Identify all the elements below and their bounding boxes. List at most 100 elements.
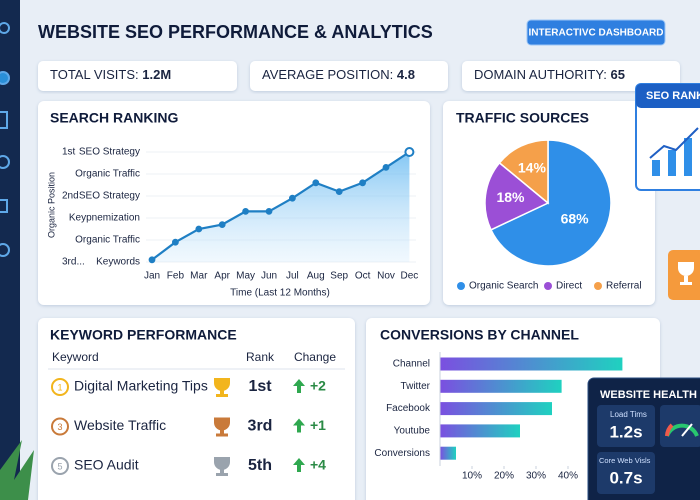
x-tick-label: Feb xyxy=(167,271,185,282)
trophy-icon xyxy=(214,457,230,476)
mini-chart xyxy=(649,127,699,176)
badge-number: 5 xyxy=(57,461,62,471)
x-tick-label: 30% xyxy=(526,471,546,482)
up-arrow xyxy=(293,458,305,472)
x-tick-label: Mar xyxy=(190,271,208,282)
y-tick-label: Organic Traffic xyxy=(75,169,140,180)
table-header: Change xyxy=(294,350,336,364)
y-tick-label: SEO Strategy xyxy=(79,147,140,158)
y-tick-label: Conversions xyxy=(374,448,430,459)
keyword-panel xyxy=(38,318,355,500)
badge-number: 1 xyxy=(57,382,62,392)
rank-label: 3rd... xyxy=(62,257,85,268)
x-axis-label: Time (Last 12 Months) xyxy=(230,288,330,299)
metric-box xyxy=(597,405,655,447)
point xyxy=(359,179,367,187)
card-title: WEBSITE HEALTH xyxy=(600,389,697,401)
kpi-label: TOTAL VISITS: xyxy=(50,67,139,82)
card-header xyxy=(636,84,700,108)
slice-label: 14% xyxy=(518,160,547,176)
kpi-value: 4.8 xyxy=(397,67,415,82)
metric-label: Load Tims xyxy=(610,410,647,419)
table-header: Rank xyxy=(246,350,275,364)
y-tick-label: Channel xyxy=(393,359,430,370)
kpi-row: TOTAL VISITS: 1.2M AVERAGE POSITION: 4.8… xyxy=(38,61,680,91)
up-arrow xyxy=(293,379,305,393)
legend-swatch xyxy=(544,282,552,290)
pie-slice xyxy=(498,139,549,205)
kpi-value: 65 xyxy=(611,67,625,82)
point xyxy=(148,256,156,264)
bar xyxy=(440,379,562,393)
x-tick-label: Sep xyxy=(330,271,348,282)
kpi-value: 1.2M xyxy=(142,67,171,82)
panel-title: SEARCH RANKING xyxy=(50,110,178,126)
point xyxy=(242,208,250,215)
rank-label: 1st xyxy=(62,147,76,158)
y-tick-label: Twitter xyxy=(401,381,431,392)
slice-label: 68% xyxy=(561,211,590,227)
y-tick-label: Organic Traffic xyxy=(75,235,140,246)
bar xyxy=(440,446,456,460)
pie-icon[interactable] xyxy=(0,155,10,169)
metric-box xyxy=(597,452,655,494)
rank: 5th xyxy=(248,457,272,474)
bar xyxy=(440,357,623,371)
dashboard-button[interactable] xyxy=(526,19,666,46)
kpi-card xyxy=(250,61,448,91)
legend-swatch xyxy=(594,282,602,290)
y-tick-label: Youtube xyxy=(394,426,431,437)
x-tick-label: Dec xyxy=(401,271,419,282)
trophy-icon xyxy=(214,417,230,437)
change: +4 xyxy=(310,457,326,473)
kpi-card xyxy=(462,61,680,91)
table-header: Keyword xyxy=(52,350,99,364)
y-tick-label: SEO Strategy xyxy=(79,191,140,202)
kpi: DOMAIN AUTHORITY: 65 xyxy=(474,67,625,82)
search-icon[interactable] xyxy=(0,22,10,34)
x-tick-label: May xyxy=(236,271,255,282)
chart-icon[interactable] xyxy=(0,111,8,129)
plant-decoration xyxy=(0,440,34,500)
x-tick-label: 10% xyxy=(462,471,482,482)
point xyxy=(218,221,226,229)
point xyxy=(172,238,179,246)
keyword: Digital Marketing Tips xyxy=(74,378,208,394)
pie-slice xyxy=(489,139,612,267)
legend-swatch xyxy=(457,282,465,290)
point xyxy=(289,194,296,202)
x-tick-label: Nov xyxy=(377,271,395,282)
rank-badge xyxy=(51,457,69,475)
rank: 1st xyxy=(248,378,272,395)
metric-value: 1.2s xyxy=(609,422,642,441)
kpi-label: AVERAGE POSITION: xyxy=(262,67,393,82)
x-tick-label: Aug xyxy=(307,271,325,282)
point xyxy=(195,225,203,233)
point xyxy=(312,179,320,187)
sidebar-icons xyxy=(0,22,10,257)
rank-badge xyxy=(51,417,69,436)
card-title: SEO RANK xyxy=(646,90,700,102)
line xyxy=(151,151,411,261)
doc-icon[interactable] xyxy=(0,199,8,213)
x-tick-label: Jul xyxy=(286,271,299,282)
y-tick-label: Keypnemization xyxy=(69,213,140,224)
y-axis-label: Organic Position xyxy=(46,172,56,238)
y-tick-label: Facebook xyxy=(386,403,431,414)
metric-label: Core Web Visls xyxy=(599,456,651,465)
rank-badge xyxy=(51,378,69,396)
kpi: TOTAL VISITS: 1.2M xyxy=(50,67,171,82)
page-title: WEBSITE SEO PERFORMANCE & ANALYTICS xyxy=(38,22,433,42)
change: +2 xyxy=(310,378,326,394)
button-label[interactable]: INTERACTIVC DASHBOARD xyxy=(529,28,664,39)
globe-icon[interactable] xyxy=(0,71,10,85)
bar xyxy=(440,402,552,416)
change: +1 xyxy=(310,417,326,433)
x-tick-label: Jun xyxy=(261,271,277,282)
point xyxy=(404,147,415,157)
panel-title: CONVERSIONS BY CHANNEL xyxy=(380,327,579,343)
point xyxy=(335,188,343,196)
settings-icon[interactable] xyxy=(0,243,10,257)
